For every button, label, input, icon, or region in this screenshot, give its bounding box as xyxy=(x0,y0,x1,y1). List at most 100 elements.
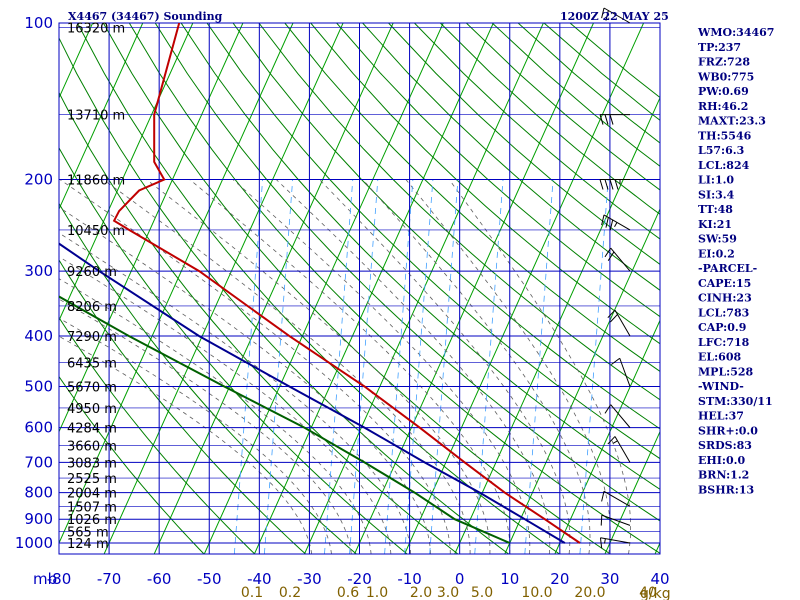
dry-adiabat-line xyxy=(59,202,357,554)
index-line: BSHR:13 xyxy=(698,483,754,496)
index-line: LFC:718 xyxy=(698,336,750,349)
isotherm-line xyxy=(504,207,660,554)
pressure-label: 1000 xyxy=(15,534,53,552)
mixing-ratio-label: 0.6 xyxy=(337,585,359,600)
sounding-profiles xyxy=(59,23,581,544)
mixing-ratio-line xyxy=(384,179,414,554)
profile-line-2 xyxy=(59,295,511,544)
height-label: 565 m xyxy=(67,525,109,540)
dry-adiabat-line xyxy=(491,23,660,167)
dry-adiabat-line xyxy=(102,23,611,554)
moist-adiabat-line xyxy=(59,206,431,554)
temperature-label: -70 xyxy=(97,570,122,588)
mixing-ratio-line xyxy=(524,179,554,554)
height-label: 3083 m xyxy=(67,456,117,471)
wind-barb xyxy=(601,214,631,231)
index-line: SRDS:83 xyxy=(698,439,752,452)
profile-line-1 xyxy=(112,23,581,544)
isotherm-line xyxy=(354,23,594,554)
moist-adiabat-line xyxy=(319,179,571,554)
isotherm-line xyxy=(0,23,43,554)
dry-adiabat-line xyxy=(543,23,660,121)
height-label: 4950 m xyxy=(67,402,117,417)
dry-adiabat-line xyxy=(76,23,560,554)
isotherm-line xyxy=(755,23,800,554)
mixing-ratio-line xyxy=(324,179,354,554)
index-line: STM:330/11 xyxy=(698,395,773,408)
mixing-ratio-label: 1.0 xyxy=(366,585,388,600)
temperature-label: -30 xyxy=(297,570,322,588)
height-label: 9260 m xyxy=(67,265,117,280)
isotherm-line xyxy=(454,96,660,554)
dry-adiabat-line xyxy=(59,259,306,554)
pressure-temperature-grid xyxy=(58,22,661,555)
height-label: 5670 m xyxy=(67,380,117,395)
mixing-ratio-label: 5.0 xyxy=(471,585,493,600)
wind-barb xyxy=(601,7,631,24)
temperature-label: 30 xyxy=(600,570,619,588)
isotherm-line xyxy=(59,23,144,211)
mixing-ratio-line xyxy=(429,179,459,554)
index-line: LI:1.0 xyxy=(698,174,734,187)
index-line: CAPE:15 xyxy=(698,277,751,290)
mixing-ratio-label: 2.0 xyxy=(410,585,432,600)
index-line: FRZ:728 xyxy=(698,56,750,69)
pressure-label: 600 xyxy=(24,419,53,437)
index-line: SHR+:0.0 xyxy=(698,424,758,437)
dry-adiabat-line xyxy=(154,23,660,522)
pressure-label: 400 xyxy=(24,327,53,345)
dry-adiabat-line xyxy=(59,316,256,554)
isotherm-line xyxy=(604,430,660,554)
temperature-label: 20 xyxy=(550,570,569,588)
dry-adiabat-line xyxy=(362,23,660,291)
mixing-ratio-label: 3.0 xyxy=(437,585,459,600)
temperature-label: 10 xyxy=(500,570,519,588)
index-line: RH:46.2 xyxy=(698,100,748,113)
isotherm-lines xyxy=(0,23,800,554)
moist-adiabat-line xyxy=(59,232,412,554)
temperature-label: 0 xyxy=(455,570,465,588)
pressure-label: 800 xyxy=(24,484,53,502)
chart-title: X4467 (34467) Sounding xyxy=(68,10,223,23)
isotherm-line xyxy=(304,23,544,554)
index-line: WMO:34467 xyxy=(697,26,774,39)
dry-adiabat-line xyxy=(569,23,660,99)
index-line: KI:21 xyxy=(698,218,732,231)
height-labels: 16320 m 13710 m 11860 m 10450 m 9260 m 8206 m… xyxy=(67,21,125,552)
moist-adiabat-line xyxy=(59,335,313,554)
mixing-ratio-line xyxy=(263,179,294,554)
wind-barb xyxy=(604,404,631,428)
wind-barb xyxy=(600,514,631,526)
wind-barbs xyxy=(599,7,631,549)
height-label: 16320 m xyxy=(67,21,125,36)
mixing-ratio-label: 40 xyxy=(639,585,657,600)
moist-adiabat-line xyxy=(59,278,372,554)
profile-line-3 xyxy=(59,242,566,544)
pressure-label: 100 xyxy=(24,14,53,32)
mixing-ratio-line xyxy=(474,179,504,554)
dry-adiabat-line xyxy=(180,23,660,490)
mixing-ratio-label: 0.1 xyxy=(241,585,263,600)
mixing-ratio-lines xyxy=(233,179,609,554)
pressure-label: 500 xyxy=(24,377,53,395)
dry-adiabat-line xyxy=(310,23,660,345)
isotherm-line xyxy=(59,23,244,433)
index-line: EL:608 xyxy=(698,351,741,364)
height-label: 1026 m xyxy=(67,513,117,528)
mixing-ratio-label: 20.0 xyxy=(574,585,605,600)
index-line: HEL:37 xyxy=(698,410,744,423)
mixing-ratio-line xyxy=(349,179,379,554)
index-line: LCL:783 xyxy=(698,306,749,319)
height-label: 124 m xyxy=(67,537,109,552)
temperature-label: -40 xyxy=(247,570,272,588)
wind-barb xyxy=(611,357,631,387)
moist-adiabat-line xyxy=(189,179,511,554)
wind-barb xyxy=(604,247,631,272)
dry-adiabat-line xyxy=(258,23,660,401)
index-line: L57:6.3 xyxy=(698,144,744,157)
wind-barb xyxy=(599,114,630,125)
mixing-unit: g/kg xyxy=(640,586,671,600)
